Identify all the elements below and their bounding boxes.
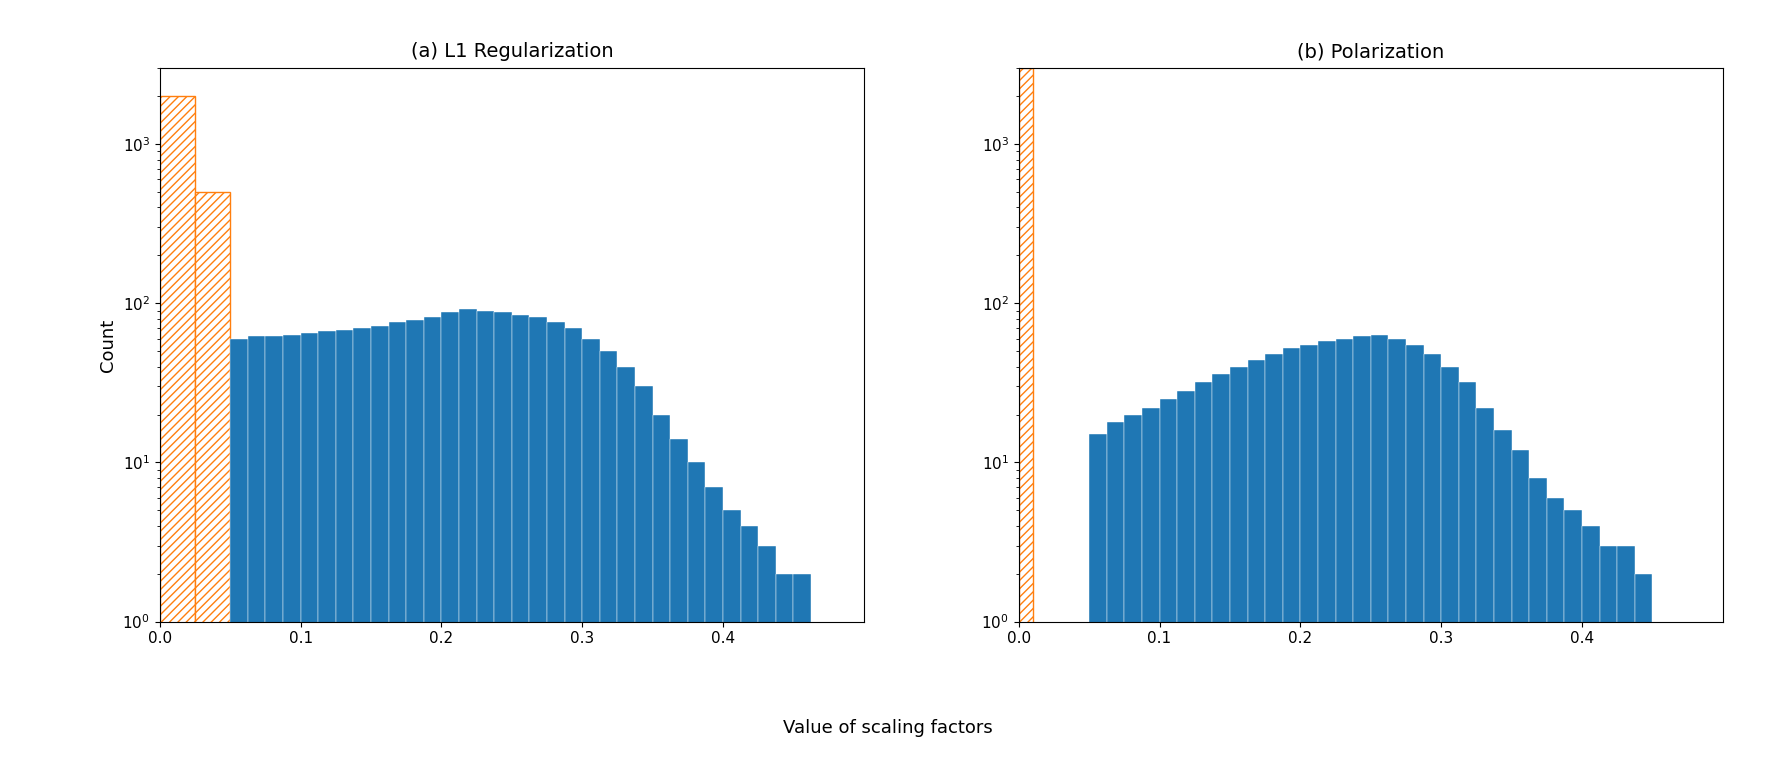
Bar bbox=[318, 331, 336, 758]
Bar bbox=[1669, 622, 1687, 758]
Bar bbox=[741, 526, 758, 758]
Bar bbox=[160, 96, 195, 758]
Bar bbox=[1106, 421, 1124, 758]
Bar bbox=[1019, 68, 1034, 758]
Bar bbox=[1565, 510, 1582, 758]
Bar bbox=[1160, 399, 1177, 758]
Bar bbox=[282, 335, 300, 758]
Bar bbox=[1265, 354, 1282, 758]
Bar bbox=[249, 337, 265, 758]
Bar bbox=[1089, 434, 1106, 758]
Bar bbox=[636, 387, 652, 758]
Bar bbox=[494, 312, 511, 758]
Y-axis label: Count: Count bbox=[99, 318, 117, 371]
Bar bbox=[1282, 349, 1300, 758]
Bar bbox=[1371, 335, 1389, 758]
Bar bbox=[300, 333, 318, 758]
Bar bbox=[1195, 382, 1213, 758]
Bar bbox=[1142, 408, 1160, 758]
Bar bbox=[195, 192, 231, 758]
Bar bbox=[652, 415, 670, 758]
Bar bbox=[1600, 546, 1618, 758]
Bar bbox=[1582, 526, 1600, 758]
Bar bbox=[705, 487, 723, 758]
Title: (a) L1 Regularization: (a) L1 Regularization bbox=[410, 42, 613, 61]
Bar bbox=[583, 339, 600, 758]
Bar bbox=[1618, 546, 1634, 758]
Bar bbox=[758, 546, 776, 758]
Bar bbox=[1476, 408, 1494, 758]
Bar bbox=[1687, 622, 1705, 758]
Bar bbox=[1458, 382, 1476, 758]
Bar bbox=[442, 312, 458, 758]
Bar bbox=[1389, 339, 1407, 758]
Bar bbox=[1424, 354, 1440, 758]
Bar bbox=[511, 315, 529, 758]
Bar bbox=[1652, 622, 1669, 758]
Bar bbox=[265, 337, 282, 758]
Bar bbox=[1247, 360, 1265, 758]
Bar bbox=[1300, 345, 1318, 758]
Bar bbox=[794, 574, 812, 758]
Bar bbox=[829, 622, 845, 758]
Bar bbox=[1336, 339, 1353, 758]
Bar bbox=[1529, 478, 1547, 758]
Bar bbox=[1124, 415, 1142, 758]
Bar bbox=[776, 574, 794, 758]
Bar bbox=[529, 317, 547, 758]
Bar bbox=[407, 321, 424, 758]
Bar bbox=[547, 322, 565, 758]
Bar bbox=[1440, 367, 1458, 758]
Bar bbox=[231, 339, 249, 758]
Bar bbox=[424, 317, 442, 758]
Title: (b) Polarization: (b) Polarization bbox=[1296, 42, 1444, 61]
Bar bbox=[1634, 574, 1652, 758]
Bar bbox=[618, 367, 636, 758]
Bar bbox=[812, 622, 829, 758]
Bar bbox=[1318, 341, 1336, 758]
Bar bbox=[1494, 430, 1511, 758]
Bar bbox=[1547, 498, 1565, 758]
Bar bbox=[1213, 374, 1231, 758]
Bar bbox=[336, 330, 353, 758]
Bar bbox=[458, 309, 476, 758]
Bar bbox=[670, 439, 687, 758]
Bar bbox=[476, 311, 494, 758]
Bar bbox=[565, 328, 583, 758]
Bar bbox=[389, 322, 407, 758]
Bar bbox=[723, 510, 741, 758]
Bar bbox=[1231, 367, 1247, 758]
Bar bbox=[353, 328, 371, 758]
Bar bbox=[600, 351, 618, 758]
Text: Value of scaling factors: Value of scaling factors bbox=[783, 719, 993, 737]
Bar bbox=[371, 326, 389, 758]
Bar bbox=[1353, 337, 1371, 758]
Bar bbox=[1177, 391, 1195, 758]
Bar bbox=[1511, 449, 1529, 758]
Bar bbox=[1407, 345, 1424, 758]
Bar bbox=[687, 462, 705, 758]
